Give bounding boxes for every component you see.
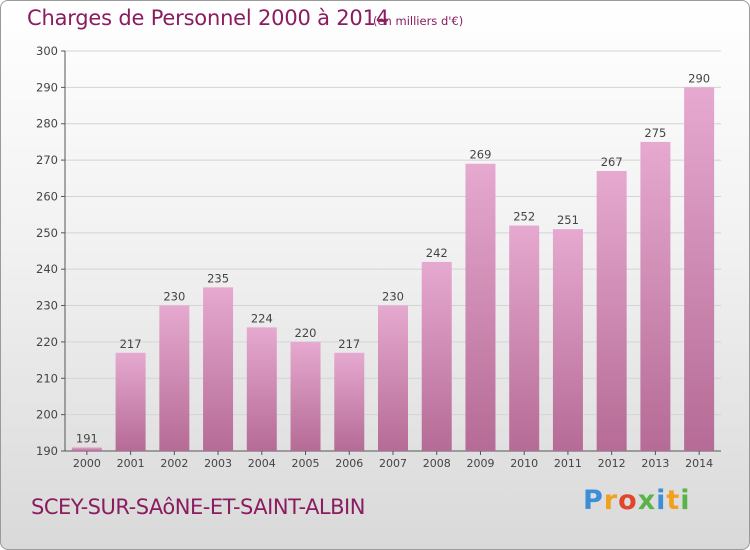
x-tick-label: 2002 — [160, 457, 188, 470]
bar-value-label: 220 — [295, 326, 317, 340]
bar — [552, 229, 583, 451]
chart-subtitle: (en milliers d'€) — [373, 14, 464, 28]
x-tick-label: 2003 — [204, 457, 232, 470]
bar — [684, 87, 715, 451]
logo-letter: o — [618, 485, 638, 516]
x-tick-label: 2013 — [641, 457, 669, 470]
bar-value-label: 224 — [251, 311, 273, 325]
x-tick-label: 2004 — [248, 457, 276, 470]
commune-name: SCEY-SUR-SAôNE-ET-SAINT-ALBIN — [31, 495, 365, 519]
logo-letter: i — [680, 485, 691, 516]
bar-value-label: 230 — [163, 290, 185, 304]
logo-letter: P — [583, 485, 604, 516]
bar — [290, 341, 321, 451]
y-tick-label: 210 — [36, 371, 58, 385]
x-tick-label: 2001 — [117, 457, 145, 470]
y-tick-label: 240 — [36, 262, 58, 276]
bar — [378, 305, 408, 451]
bar-value-label: 191 — [76, 431, 98, 445]
logo-letter: i — [656, 485, 667, 516]
bar-value-label: 251 — [557, 213, 579, 227]
logo-letter: r — [603, 485, 619, 516]
x-tick-label: 2005 — [292, 457, 320, 470]
bar — [246, 327, 277, 451]
y-tick-label: 220 — [36, 335, 58, 349]
bar — [334, 352, 365, 451]
bar-value-label: 235 — [207, 271, 229, 285]
bar — [71, 447, 102, 451]
logo-letter: t — [666, 485, 681, 516]
x-tick-label: 2006 — [335, 457, 363, 470]
y-tick-label: 200 — [36, 408, 58, 422]
y-tick-label: 290 — [36, 80, 58, 94]
bar — [115, 352, 146, 451]
x-tick-label: 2010 — [510, 457, 538, 470]
bar-value-label: 290 — [688, 71, 710, 85]
y-tick-label: 230 — [36, 299, 58, 313]
y-tick-label: 270 — [36, 153, 58, 167]
y-tick-label: 190 — [36, 444, 58, 458]
bar — [421, 261, 452, 451]
chart-title: Charges de Personnel 2000 à 2014 — [27, 6, 389, 30]
y-tick-label: 300 — [36, 44, 58, 58]
y-tick-label: 260 — [36, 189, 58, 203]
x-tick-label: 2014 — [685, 457, 713, 470]
bar-value-label: 217 — [120, 337, 142, 351]
bar — [509, 225, 540, 451]
bar — [203, 287, 234, 451]
bar-value-label: 269 — [469, 148, 491, 162]
bar — [159, 305, 190, 451]
logo-letter: x — [637, 485, 657, 516]
bar — [640, 141, 671, 451]
bar-value-label: 242 — [426, 246, 448, 260]
bar-value-label: 217 — [338, 337, 360, 351]
bar-value-label: 275 — [644, 126, 666, 140]
x-tick-label: 2009 — [466, 457, 494, 470]
y-tick-label: 280 — [36, 117, 58, 131]
bar — [465, 163, 496, 451]
bar-value-label: 267 — [601, 155, 623, 169]
bar — [596, 171, 627, 451]
proxiti-logo: Proxiti — [583, 485, 691, 516]
x-tick-label: 2008 — [423, 457, 451, 470]
bar-value-label: 252 — [513, 210, 535, 224]
bar-value-label: 230 — [382, 290, 404, 304]
x-tick-label: 2012 — [598, 457, 626, 470]
x-tick-label: 2007 — [379, 457, 407, 470]
x-tick-label: 2011 — [554, 457, 582, 470]
x-tick-label: 2000 — [73, 457, 101, 470]
y-tick-label: 250 — [36, 226, 58, 240]
